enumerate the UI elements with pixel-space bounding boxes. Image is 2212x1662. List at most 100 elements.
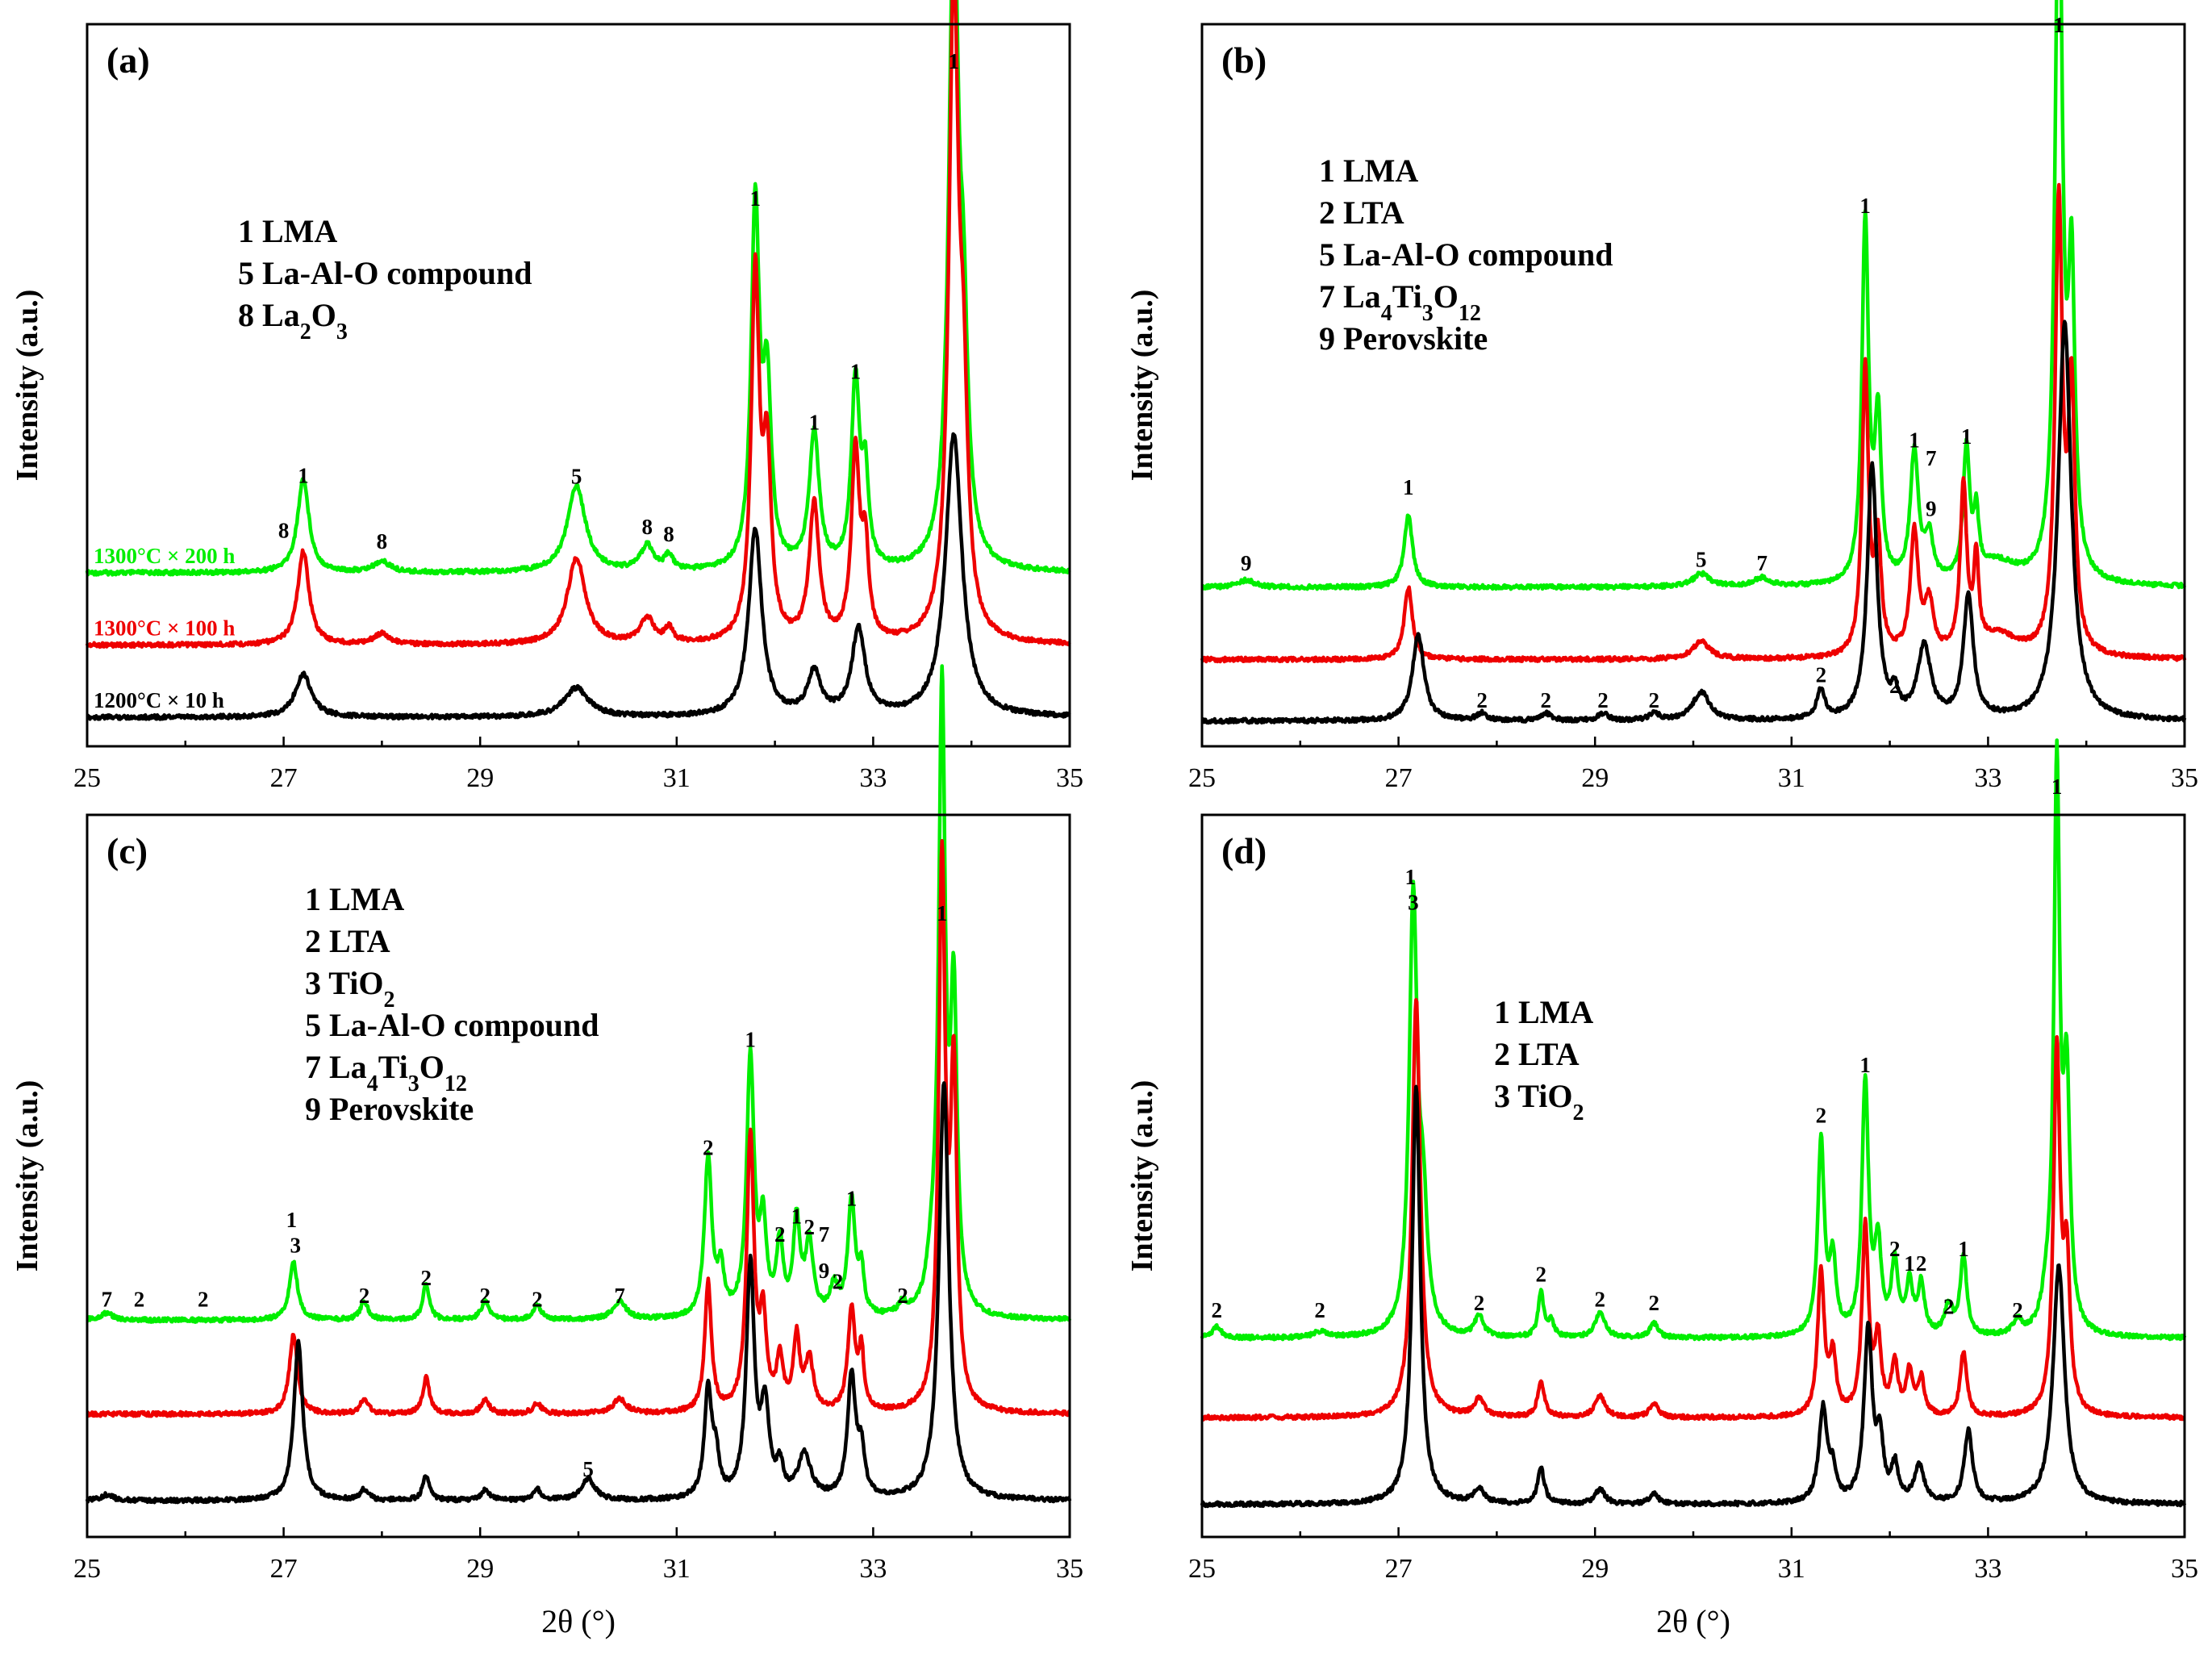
peak-label: 2 xyxy=(703,1136,714,1160)
y-axis-label: Intensity (a.u.) xyxy=(10,290,44,482)
peak-label: 7 xyxy=(102,1288,113,1312)
peak-label: 2 xyxy=(1889,674,1901,698)
peak-label: 1 xyxy=(298,463,309,487)
y-axis-label: Intensity (a.u.) xyxy=(10,1080,44,1272)
peak-label: 1 xyxy=(2051,775,2063,799)
legend-entry: 3 TiO2 xyxy=(305,965,394,1013)
peak-label: 2 xyxy=(833,1269,844,1293)
peak-label: 1 xyxy=(937,901,948,925)
peak-label: 5 xyxy=(571,464,582,488)
condition-label: 1300°C × 100 h xyxy=(94,616,235,641)
series-line-1 xyxy=(1200,998,2186,1422)
x-tick-label: 25 xyxy=(73,763,101,793)
peak-label: 2 xyxy=(1595,1288,1606,1312)
peak-label: 1 xyxy=(1403,475,1414,499)
peak-label: 1 xyxy=(745,1027,756,1051)
legend-entry: 1 LMA xyxy=(238,213,337,249)
peak-label: 2 xyxy=(1597,688,1609,712)
x-tick-label: 35 xyxy=(2171,1554,2198,1584)
x-tick-label: 25 xyxy=(73,1554,101,1584)
peak-label: 1 xyxy=(1958,1237,1969,1261)
x-tick-label: 29 xyxy=(466,1554,494,1584)
legend-entry: 7 La4Ti3O12 xyxy=(1319,278,1481,326)
peak-label: 2 xyxy=(803,1215,815,1239)
panel-label: (c) xyxy=(106,830,148,871)
x-tick-label: 25 xyxy=(1188,763,1216,793)
peak-label: 1 xyxy=(1909,428,1920,453)
legend-entry: 5 La-Al-O compound xyxy=(1319,236,1613,273)
peak-label: 7 xyxy=(1926,446,1937,470)
peak-label: 1 xyxy=(749,186,761,211)
legend-entry: 8 La2O3 xyxy=(238,297,348,345)
peak-label: 8 xyxy=(642,515,653,539)
peak-label: 2 xyxy=(1943,1295,1955,1319)
series-line-0 xyxy=(86,664,1072,1324)
panel-label: (d) xyxy=(1221,830,1267,871)
peak-label: 2 xyxy=(1541,688,1552,712)
peak-label: 3 xyxy=(1408,890,1419,914)
legend-entry: 2 LTA xyxy=(305,923,390,959)
peak-label: 7 xyxy=(819,1222,830,1246)
series-line-2 xyxy=(85,1081,1072,1505)
legend-entry: 9 Perovskite xyxy=(305,1091,474,1127)
peak-label: 2 xyxy=(897,1284,908,1308)
legend-entry: 9 Perovskite xyxy=(1319,320,1488,357)
y-axis-label: Intensity (a.u.) xyxy=(1125,290,1159,482)
x-tick-label: 31 xyxy=(663,763,691,793)
condition-label: 1300°C × 200 h xyxy=(94,544,235,568)
series-line-1 xyxy=(1200,182,2187,664)
x-tick-label: 33 xyxy=(859,1554,887,1584)
x-tick-label: 29 xyxy=(1581,763,1609,793)
peak-label: 1 xyxy=(850,360,862,384)
peak-label: 2 xyxy=(198,1288,209,1312)
peak-label: 2 xyxy=(774,1222,786,1246)
peak-label: 1 xyxy=(1961,424,1972,449)
panel-label: (b) xyxy=(1221,40,1267,81)
x-tick-label: 31 xyxy=(1778,763,1805,793)
peak-label: 2 xyxy=(1816,1103,1827,1127)
series-line-1 xyxy=(85,0,1071,649)
peak-label: 2 xyxy=(420,1266,432,1290)
plot-frame xyxy=(1200,813,2186,1539)
peak-label: 2 xyxy=(1816,663,1827,687)
plot-frame xyxy=(86,813,1071,1539)
series-line-2 xyxy=(1200,1084,2187,1509)
x-axis-label: 2θ (°) xyxy=(541,1603,616,1639)
peak-label: 2 xyxy=(359,1284,370,1308)
x-tick-label: 35 xyxy=(1056,763,1083,793)
peak-label: 7 xyxy=(614,1284,625,1308)
series-line-0 xyxy=(1200,0,2187,591)
x-tick-label: 31 xyxy=(663,1554,691,1584)
x-axis-label: 2θ (°) xyxy=(1656,1603,1730,1639)
x-tick-label: 33 xyxy=(1974,763,2001,793)
panel-a: 25 27 29 31 33 35 Intensity (a.u.) (a) 1 LMA 5 La… xyxy=(10,0,1083,793)
peak-label: 1 xyxy=(809,410,820,434)
peak-label: 9 xyxy=(819,1259,830,1283)
peak-label: 5 xyxy=(1696,547,1707,571)
peak-label: 2 xyxy=(532,1288,543,1312)
peak-label: 8 xyxy=(278,519,290,543)
peak-label: 2 xyxy=(1649,688,1660,712)
peak-label: 2 xyxy=(480,1284,491,1308)
peak-label: 3 xyxy=(290,1234,301,1258)
x-tick-label: 25 xyxy=(1188,1554,1216,1584)
x-tick-label: 29 xyxy=(1581,1554,1609,1584)
peak-label: 9 xyxy=(1241,551,1252,575)
peak-label: 1 xyxy=(1859,1053,1871,1077)
peak-label: 8 xyxy=(663,522,674,546)
x-tick-label: 27 xyxy=(270,1554,298,1584)
peak-label: 8 xyxy=(377,529,388,553)
peak-label: 2 xyxy=(1889,1237,1901,1261)
series-line-0 xyxy=(1200,738,2187,1342)
x-tick-label: 33 xyxy=(859,763,887,793)
peak-label: 2 xyxy=(1535,1262,1546,1286)
x-tick-label: 29 xyxy=(466,763,494,793)
series-line-2 xyxy=(1200,319,2187,725)
peak-label: 2 xyxy=(1314,1298,1325,1322)
legend-entry: 3 TiO2 xyxy=(1494,1078,1584,1125)
peak-label: 2 xyxy=(1476,688,1488,712)
